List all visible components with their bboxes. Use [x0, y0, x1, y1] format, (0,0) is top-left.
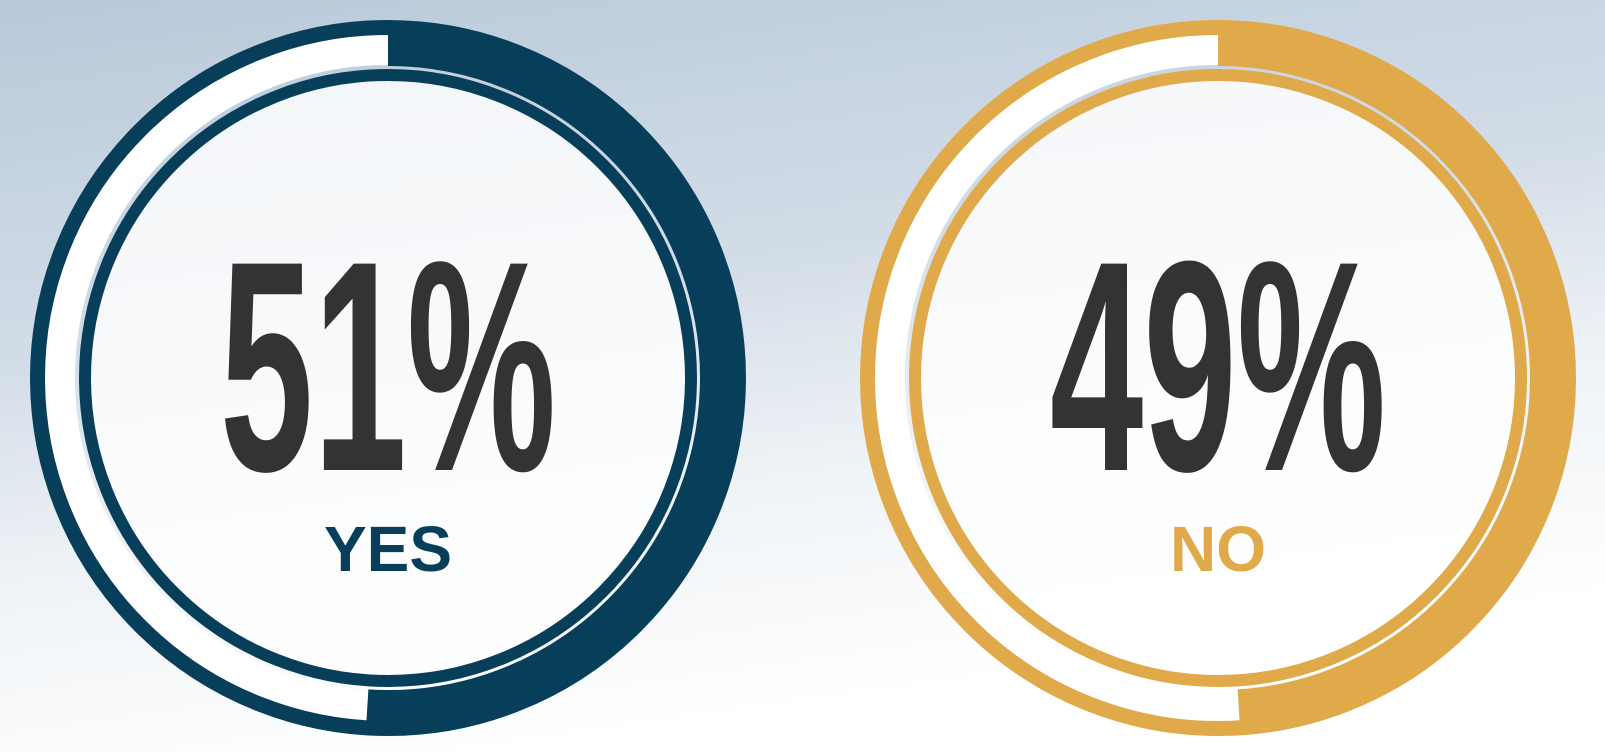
gauge-outer-border: [30, 20, 746, 736]
gauge-inner-ring: [79, 69, 697, 687]
gauge-face: [918, 78, 1518, 678]
category-label: YES: [324, 513, 452, 585]
gauge: 51%YES: [30, 20, 746, 736]
value-label: 51%: [220, 199, 556, 535]
gauge-value-arc: [366, 34, 732, 722]
gauge-inner-ring: [909, 69, 1527, 687]
value-label: 49%: [1050, 199, 1386, 535]
gauge-value-arc: [1217, 34, 1562, 722]
gauge-face: [88, 78, 688, 678]
category-label: NO: [1170, 513, 1266, 585]
gauge: 49%NO: [860, 20, 1576, 736]
gauge-outer-border: [860, 20, 1576, 736]
